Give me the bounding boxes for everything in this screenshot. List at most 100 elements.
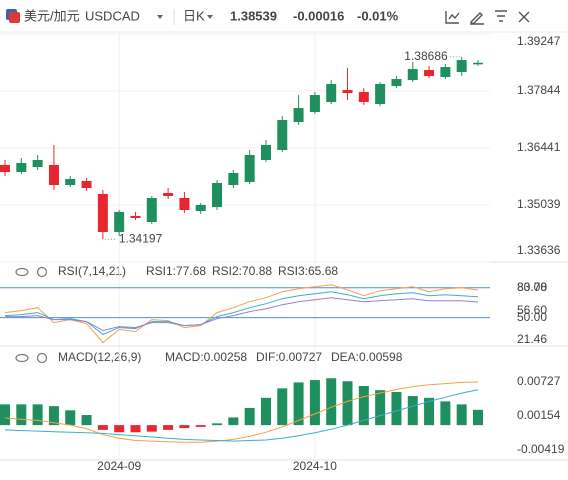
period[interactable]: 日K	[183, 8, 205, 23]
dropdown-arrow[interactable]	[207, 15, 213, 19]
histogram-bar	[16, 404, 27, 426]
current-price: 1.38539	[230, 8, 277, 23]
candle-body	[114, 211, 125, 232]
histogram-bar	[65, 410, 76, 426]
histogram-bar	[293, 382, 304, 426]
histogram-bar	[146, 425, 157, 432]
y-tick-label: 1.35039	[517, 197, 561, 211]
candle-body	[81, 181, 92, 189]
y-tick-label: 0.00154	[517, 408, 561, 422]
histogram-bar	[342, 381, 353, 426]
y-tick-label: 50.00	[517, 310, 547, 324]
candle-body	[440, 67, 451, 78]
visibility-icon[interactable]	[15, 267, 29, 277]
histogram-bar	[473, 409, 483, 426]
y-tick-label: -0.00419	[517, 442, 565, 456]
legend-entry: MACD:0.00258	[165, 350, 247, 364]
candle-body	[407, 69, 418, 81]
candle-body	[342, 90, 353, 94]
histogram-bar	[32, 404, 43, 426]
series-line	[4, 389, 479, 442]
dropdown-arrow[interactable]	[157, 15, 163, 19]
histogram-bar	[163, 425, 174, 430]
symbol[interactable]: USDCAD	[85, 8, 140, 23]
settings-icon[interactable]	[36, 352, 48, 364]
histogram-bar	[391, 391, 402, 426]
candle-body	[309, 95, 320, 113]
y-tick-label: 1.37844	[517, 83, 561, 97]
candle-body	[146, 198, 157, 222]
settings-button[interactable]	[495, 10, 507, 22]
legend-entry: DIF:0.00727	[256, 350, 322, 364]
header: 美元/加元 USDCAD 日K 1.38539 -0.00016 -0.01%	[6, 8, 530, 25]
y-tick-label: 83.78	[517, 280, 547, 294]
candle-body	[32, 160, 43, 167]
y-tick-label: 1.33636	[517, 243, 561, 257]
histogram-bar	[130, 425, 141, 433]
candle-body	[195, 204, 206, 212]
rsi-title: RSI(7,14,21)	[58, 264, 126, 278]
y-tick-label: 0.00727	[517, 374, 561, 388]
candle-body	[277, 120, 288, 151]
candle-body	[163, 193, 174, 197]
histogram-bar	[244, 407, 255, 426]
settings-icon[interactable]	[36, 266, 48, 278]
series-line	[4, 284, 479, 344]
y-tick-label: 56.60	[517, 303, 547, 317]
legend-entry: DEA:0.00598	[331, 350, 403, 364]
candle-body	[473, 62, 483, 65]
histogram-bar	[228, 417, 239, 426]
fullscreen-button[interactable]	[518, 11, 530, 23]
candle-body	[48, 165, 59, 185]
candle-body	[130, 216, 141, 218]
histogram-bar	[48, 406, 59, 426]
histogram-bar	[440, 401, 451, 426]
flag-icon	[9, 12, 20, 23]
histogram-bar	[195, 425, 206, 427]
candle-body	[326, 84, 337, 103]
histogram-bar	[326, 378, 337, 426]
histogram-bar	[375, 390, 386, 426]
candle-body	[228, 173, 239, 185]
y-tick-label: 1.36441	[517, 140, 561, 154]
legend-entry: RSI3:65.68	[278, 264, 338, 278]
candle-body	[179, 198, 190, 210]
candle-body	[293, 108, 304, 123]
indicator-button[interactable]	[445, 11, 460, 24]
visibility-icon[interactable]	[15, 353, 29, 363]
histogram-bar	[358, 385, 369, 426]
histogram-bar	[456, 404, 467, 426]
histogram-bar	[81, 415, 92, 426]
macd-title: MACD(12,26,9)	[58, 350, 141, 364]
histogram-bar	[212, 423, 223, 426]
candle-body	[212, 183, 223, 207]
histogram-bar	[179, 425, 190, 429]
series-line	[5, 297, 479, 332]
price-change: -0.00016	[293, 8, 344, 23]
y-tick-label: 21.46	[517, 332, 547, 346]
legend-entry: RSI1:77.68	[146, 264, 206, 278]
candle-body	[391, 79, 402, 87]
draw-button[interactable]	[470, 12, 484, 25]
candle-body	[97, 193, 108, 232]
candle-body	[456, 60, 467, 73]
y-tick-label: 1.39247	[517, 34, 561, 48]
x-tick-label: 2024-10	[293, 459, 337, 473]
histogram-bar	[97, 425, 108, 430]
candle-body	[260, 145, 271, 161]
candle-body	[16, 163, 27, 172]
histogram-bar	[277, 388, 288, 426]
histogram-bar	[114, 425, 125, 433]
y-tick-label: 80.00	[517, 280, 547, 294]
series-line	[4, 381, 479, 443]
histogram-bar	[424, 397, 435, 426]
candle-body	[424, 70, 435, 77]
histogram-bar	[260, 397, 271, 426]
candle-body	[0, 165, 10, 172]
candle-body	[375, 84, 386, 105]
histogram-bar	[407, 396, 418, 426]
candle-body	[358, 92, 369, 103]
pair-name: 美元/加元	[24, 8, 80, 23]
x-tick-label: 2024-09	[97, 459, 141, 473]
